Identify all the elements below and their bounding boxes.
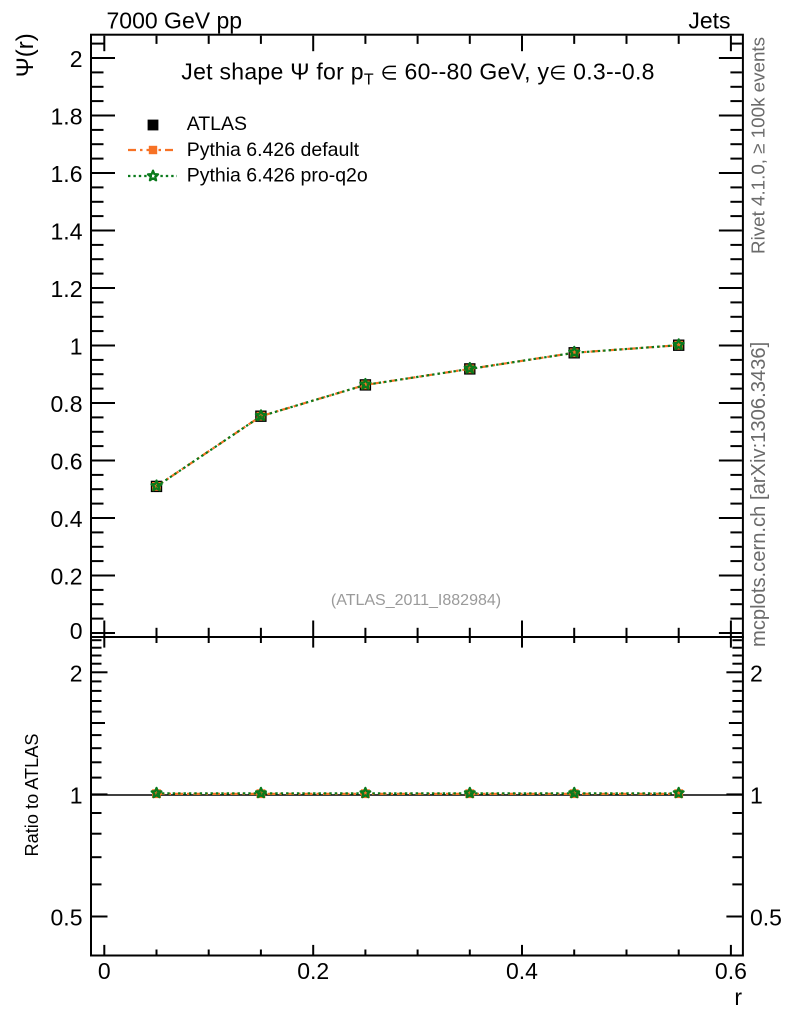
svg-text:1.6: 1.6 [51, 161, 83, 187]
svg-text:Pythia 6.426 default: Pythia 6.426 default [187, 139, 360, 161]
svg-text:mcplots.cern.ch [arXiv:1306.34: mcplots.cern.ch [arXiv:1306.3436] [748, 342, 770, 647]
svg-text:1.8: 1.8 [51, 104, 83, 130]
svg-text:2: 2 [70, 46, 83, 72]
svg-text:0.2: 0.2 [297, 958, 329, 984]
svg-text:Jet shape Ψ for pT ∈ 60--80 Ge: Jet shape Ψ for pT ∈ 60--80 GeV, y∈ 0.3-… [181, 59, 654, 89]
svg-text:2: 2 [70, 660, 83, 686]
svg-text:Rivet 4.1.0, ≥ 100k events: Rivet 4.1.0, ≥ 100k events [747, 37, 768, 254]
svg-text:1.4: 1.4 [51, 219, 83, 245]
svg-text:Ψ(r): Ψ(r) [12, 33, 39, 77]
svg-text:ATLAS: ATLAS [187, 113, 247, 135]
svg-text:2: 2 [750, 660, 763, 686]
svg-text:0: 0 [70, 618, 83, 644]
svg-text:0.6: 0.6 [715, 958, 747, 984]
svg-text:0.4: 0.4 [506, 958, 538, 984]
svg-text:0.2: 0.2 [51, 564, 83, 590]
svg-text:0.5: 0.5 [750, 905, 782, 931]
svg-text:7000 GeV pp: 7000 GeV pp [107, 8, 243, 34]
svg-text:Ratio to ATLAS: Ratio to ATLAS [22, 734, 42, 857]
svg-text:0: 0 [98, 958, 111, 984]
svg-text:Pythia 6.426 pro-q2o: Pythia 6.426 pro-q2o [187, 165, 368, 187]
svg-text:0.5: 0.5 [51, 905, 83, 931]
svg-text:1.2: 1.2 [51, 276, 83, 302]
svg-text:1: 1 [750, 782, 763, 808]
svg-text:1: 1 [70, 334, 83, 360]
svg-text:(ATLAS_2011_I882984): (ATLAS_2011_I882984) [331, 592, 501, 609]
svg-text:0.4: 0.4 [51, 506, 83, 532]
svg-text:r: r [734, 984, 742, 1010]
svg-text:0.6: 0.6 [51, 449, 83, 475]
svg-text:1: 1 [70, 782, 83, 808]
svg-text:0.8: 0.8 [51, 391, 83, 417]
svg-text:Jets: Jets [688, 8, 730, 34]
